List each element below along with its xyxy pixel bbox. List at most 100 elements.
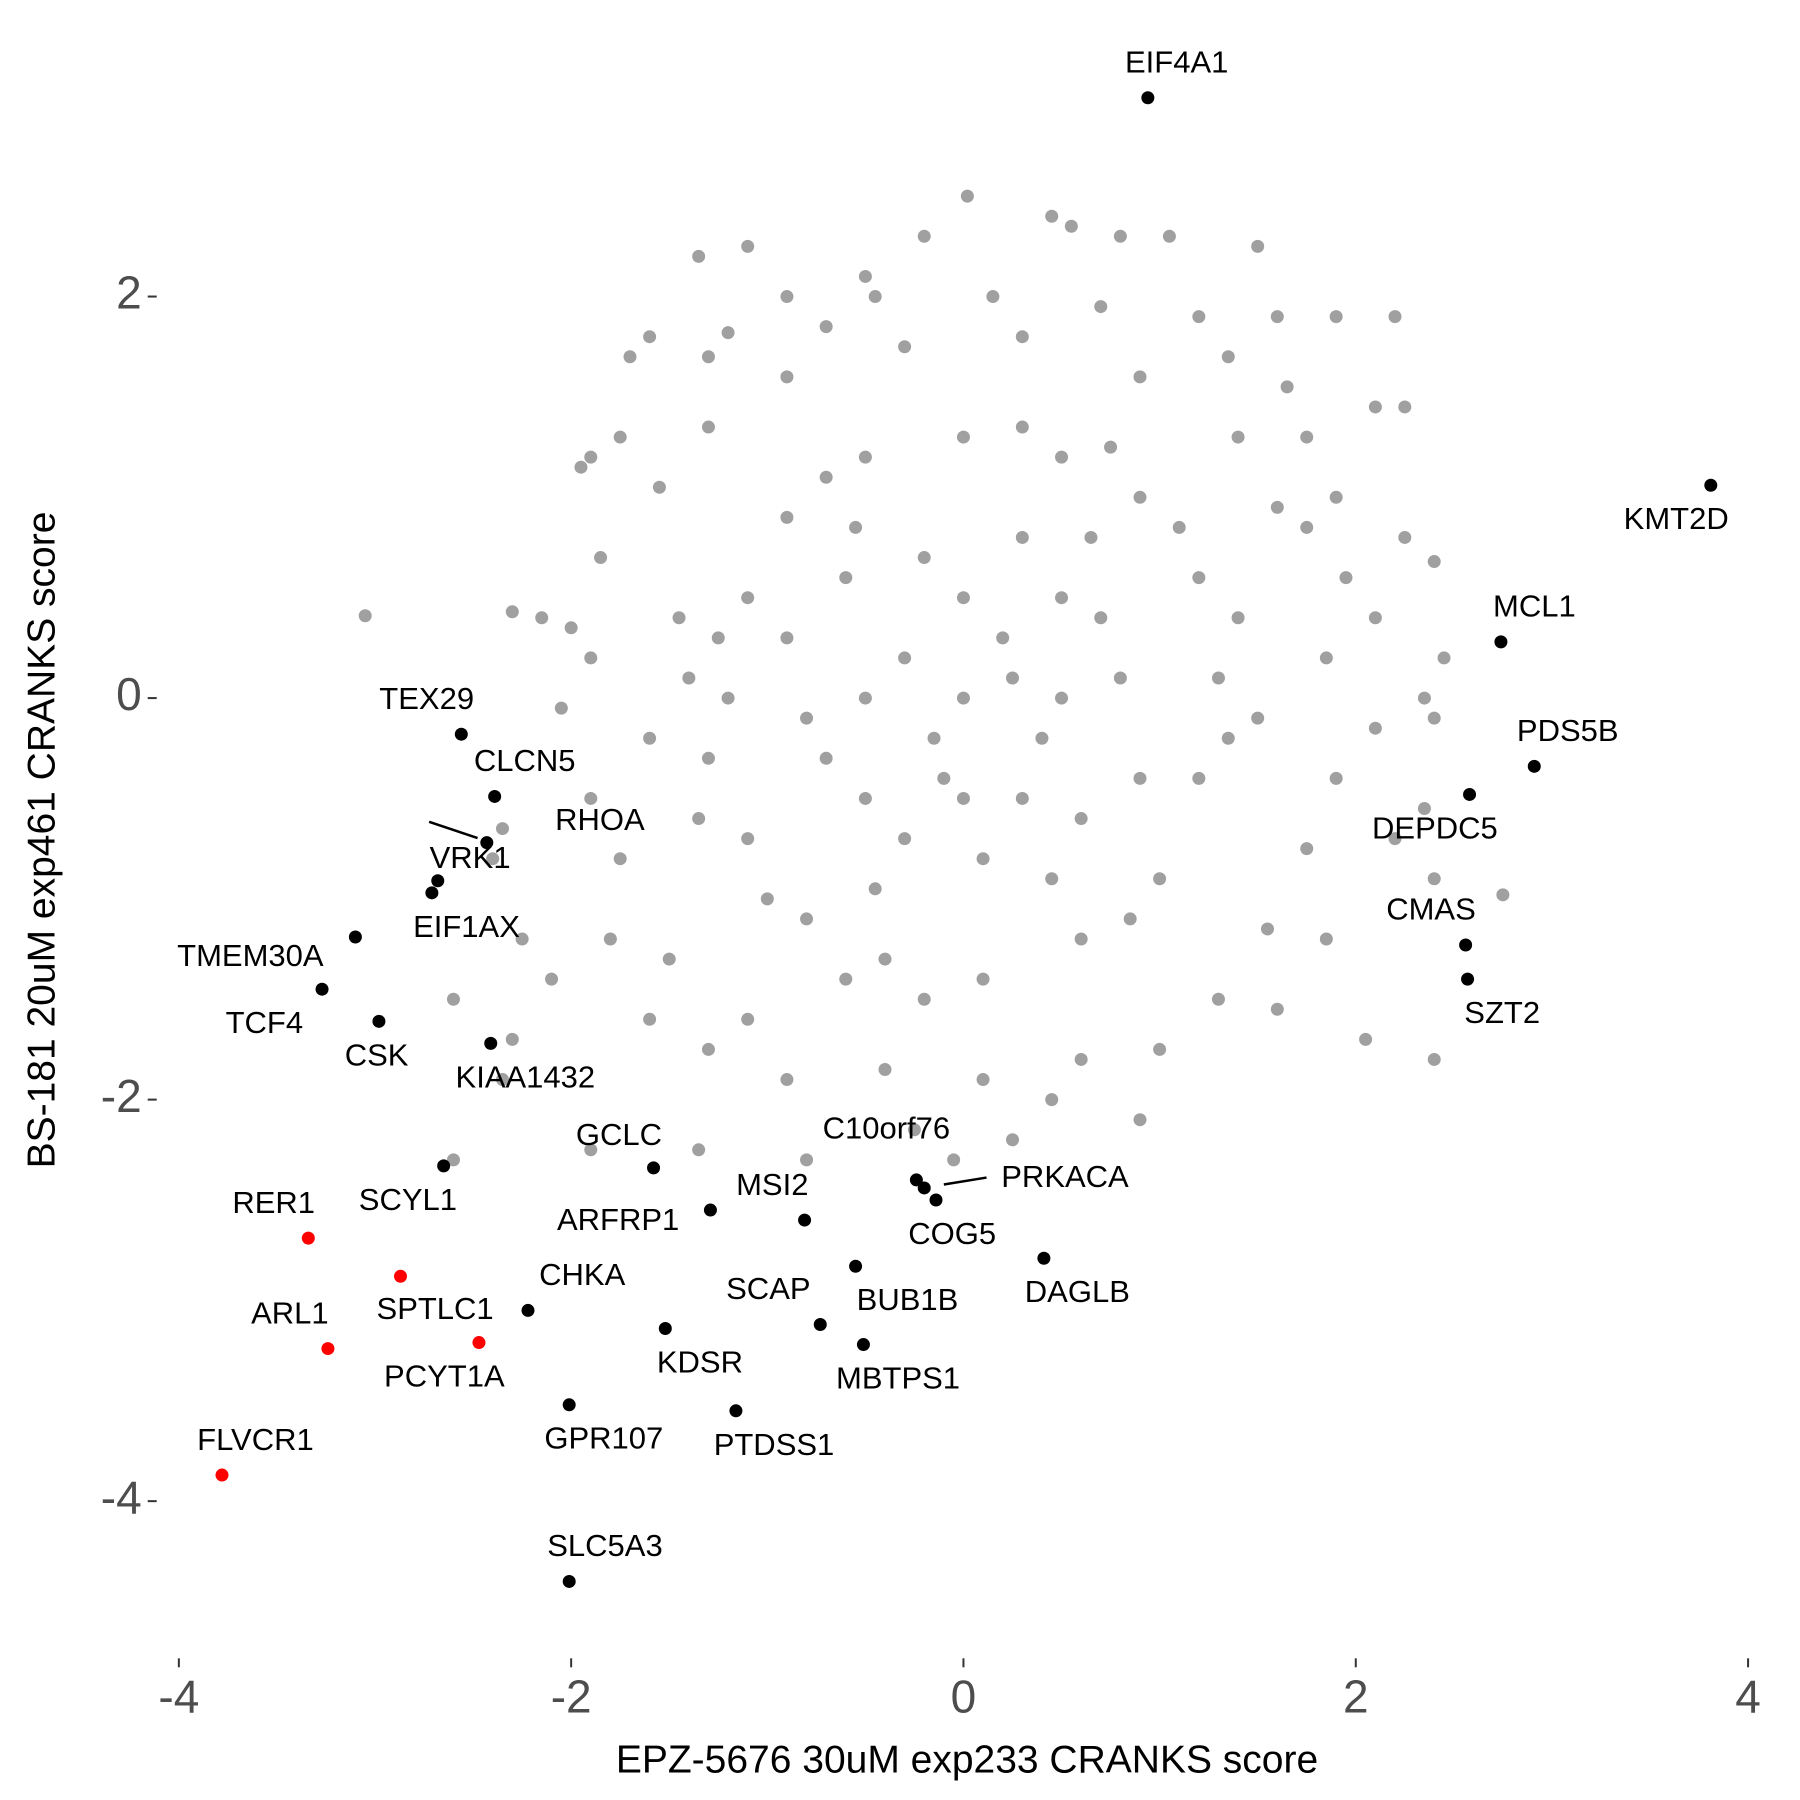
point [505,605,519,619]
point [643,1012,657,1026]
point [996,631,1010,645]
point [574,460,588,474]
highlight-point [521,1303,535,1317]
point [956,430,970,444]
point-label: COG5 [908,1216,996,1251]
point [721,326,735,340]
highlight-point [431,874,445,888]
point-label: VRK1 [430,840,511,875]
point [741,1012,755,1026]
y-axis-title: BS-181 20uM exp461 CRANKS score [20,512,63,1169]
point [956,691,970,705]
point [1153,1042,1167,1056]
point [858,450,872,464]
point [584,791,598,805]
point [1231,430,1245,444]
point [956,791,970,805]
point-label: TMEM30A [177,938,324,973]
point [1388,310,1402,324]
point [643,731,657,745]
point [701,1042,715,1056]
point [1300,430,1314,444]
point-label: GPR107 [544,1421,663,1456]
point [1015,530,1029,544]
point [1045,1093,1059,1107]
y-tick-label: 2 [116,267,142,319]
point [584,450,598,464]
point [800,912,814,926]
point [927,731,941,745]
point [878,952,892,966]
highlight-point [321,1342,335,1356]
point [937,771,951,785]
point [907,1123,921,1137]
point-label: PTDSS1 [714,1427,835,1462]
point [1055,591,1069,605]
point-label: ARFRP1 [557,1202,679,1237]
point [917,229,931,243]
highlight-point [909,1173,923,1187]
point [1368,611,1382,625]
point [1427,555,1441,569]
point [1261,922,1274,936]
x-tick-label: -4 [158,1670,199,1722]
y-tick-label: 0 [116,668,142,720]
point [1172,520,1186,534]
point [711,631,725,645]
point [1113,671,1127,685]
point [1133,370,1147,384]
point [1153,872,1167,886]
point [947,1153,961,1167]
point [603,932,617,946]
highlight-point [703,1203,717,1217]
point [780,1073,794,1087]
point [692,812,706,826]
point [1094,300,1108,314]
point-label: MSI2 [736,1167,808,1202]
point [652,480,666,494]
point-label: MCL1 [1493,589,1576,624]
point-label: DAGLB [1025,1274,1130,1309]
point [1339,571,1353,585]
point [1192,310,1206,324]
point [1162,229,1176,243]
point [1427,872,1441,886]
point [486,852,500,866]
point [917,992,931,1006]
point [839,972,853,986]
point [1329,310,1343,324]
highlight-point [849,1259,863,1273]
point-label: PRKACA [1001,1159,1129,1194]
point [643,330,657,344]
highlight-point [1037,1251,1051,1265]
point-label: ARL1 [251,1295,329,1330]
point [917,551,931,565]
point [446,992,460,1006]
point [780,290,794,304]
point [1319,651,1333,665]
point [515,932,529,946]
point [1015,791,1029,805]
highlight-point [1459,938,1473,952]
point [1398,530,1412,544]
point-label: CHKA [539,1257,625,1292]
point [721,691,735,705]
point [613,430,627,444]
point [594,551,608,565]
point-label: KIAA1432 [456,1059,596,1094]
highlight-point [813,1317,827,1331]
point [1113,229,1127,243]
x-tick-label: -2 [551,1670,592,1722]
highlight-point [658,1321,672,1335]
point-label: SCAP [726,1271,810,1306]
point [1074,1052,1088,1066]
point [505,1032,519,1046]
point [662,952,676,966]
leader-line [943,1176,987,1186]
point [1211,671,1225,685]
highlight-point [425,886,439,900]
highlight-point [301,1231,315,1245]
point-label: SLC5A3 [547,1528,662,1563]
point-label: C10orf76 [823,1110,951,1145]
point [1417,802,1431,815]
